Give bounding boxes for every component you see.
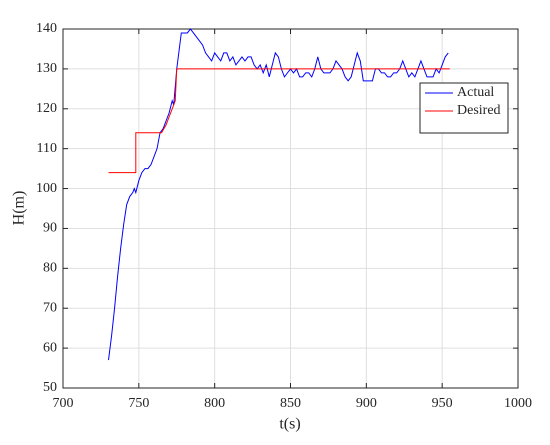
legend-box [419,82,509,134]
y-tick-label: 140 [36,21,57,36]
legend-label: Desired [457,103,501,118]
x-tick-label: 850 [280,396,301,411]
y-tick-label: 130 [36,61,57,76]
y-tick-label: 80 [43,261,57,276]
x-tick-label: 1000 [504,396,532,411]
x-tick-label: 950 [432,396,453,411]
x-axis-label: t(s) [279,416,300,433]
data-line [108,28,449,361]
x-tick-label: 800 [204,396,225,411]
y-tick-label: 120 [36,101,57,116]
plot-frame [62,28,519,389]
y-axis-label: H(m) [11,191,28,226]
y-tick-label: 90 [43,221,57,236]
x-tick-label: 700 [53,396,74,411]
y-tick-label: 60 [43,340,57,355]
y-tick-label: 100 [36,181,57,196]
legend: Actual Desired [419,82,509,134]
y-tick-label: 70 [43,300,57,315]
x-tick-label: 900 [356,396,377,411]
data-line [108,68,450,174]
y-tick-label: 110 [37,141,57,156]
legend-label: Actual [457,85,494,100]
y-tick-label: 50 [43,380,57,395]
x-tick-label: 750 [128,396,149,411]
